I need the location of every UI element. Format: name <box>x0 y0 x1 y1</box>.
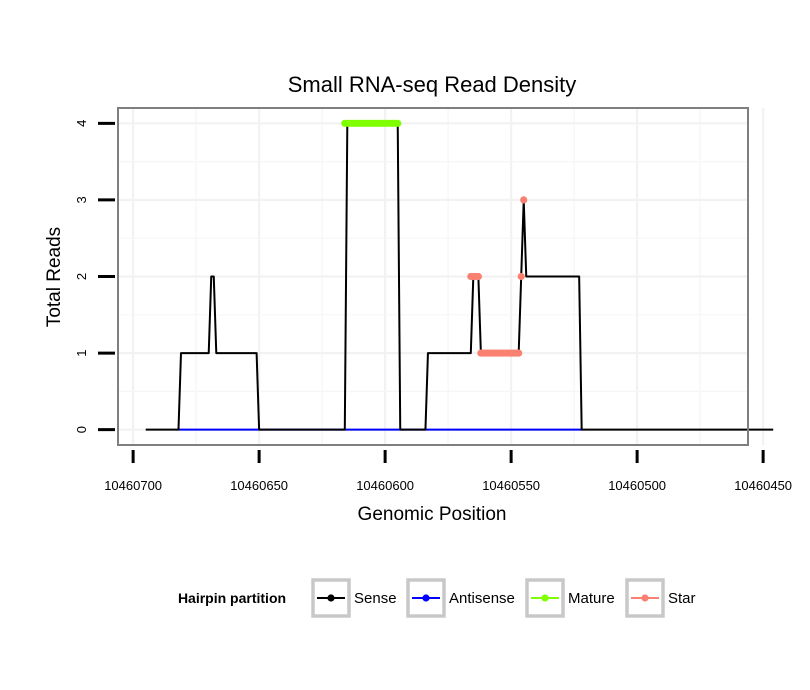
y-axis: 0 1 2 3 4 <box>74 120 115 433</box>
star-point <box>517 272 525 281</box>
legend-item-antisense: Antisense <box>406 578 515 618</box>
legend-label: Sense <box>354 590 397 607</box>
y-tick-label: 3 <box>74 196 89 203</box>
legend-key-point <box>541 594 549 602</box>
y-tick-label: 1 <box>74 349 89 356</box>
y-tick-label: 4 <box>74 120 89 127</box>
x-axis: 10460700 10460650 10460600 10460550 10460500… <box>104 450 792 493</box>
x-tick-label: 10460500 <box>608 478 666 493</box>
legend-item-star: Star <box>625 578 696 618</box>
star-point <box>515 349 523 357</box>
legend-key-point <box>327 594 335 602</box>
mature-point <box>394 119 402 127</box>
legend-key-point <box>422 594 430 602</box>
legend-key-point <box>641 594 649 602</box>
legend-item-mature: Mature <box>525 578 615 618</box>
series-layer <box>145 119 774 431</box>
y-tick-label: 2 <box>74 273 89 280</box>
legend: Hairpin partition Sense Antisense Mature Sta… <box>178 578 696 618</box>
star-point <box>474 272 482 281</box>
legend-label: Star <box>668 590 696 607</box>
star-point <box>520 196 528 204</box>
sense-series-line <box>145 122 774 431</box>
x-tick-label: 10460450 <box>734 478 792 493</box>
x-tick-label: 10460600 <box>356 478 414 493</box>
legend-title: Hairpin partition <box>178 590 286 606</box>
plot-panel-border <box>117 107 749 446</box>
legend-label: Antisense <box>449 590 515 607</box>
chart-title: Small RNA-seq Read Density <box>288 72 577 97</box>
x-tick-label: 10460550 <box>482 478 540 493</box>
x-tick-label: 10460700 <box>104 478 162 493</box>
y-axis-title: Total Reads <box>44 227 65 327</box>
legend-label: Mature <box>568 590 615 607</box>
legend-item-sense: Sense <box>311 578 397 618</box>
x-axis-title: Genomic Position <box>358 504 507 525</box>
y-tick-label: 0 <box>74 426 89 433</box>
x-tick-label: 10460650 <box>230 478 288 493</box>
